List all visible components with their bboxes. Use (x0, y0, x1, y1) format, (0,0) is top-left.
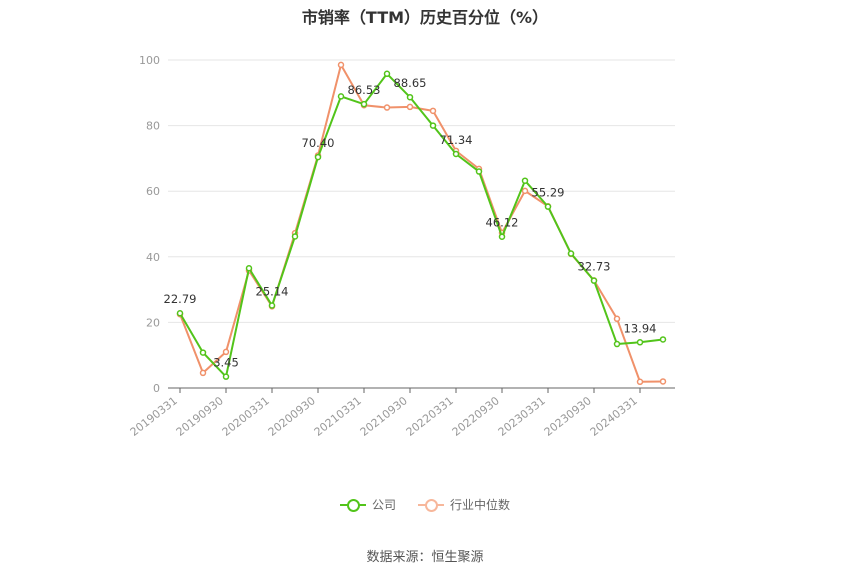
data-label: 70.40 (302, 136, 335, 150)
data-point-company (429, 122, 437, 129)
data-label: 32.73 (578, 260, 611, 274)
data-point-industry-median (636, 378, 644, 386)
data-label: 46.12 (486, 216, 519, 230)
x-tick-label: 20210930 (358, 394, 410, 439)
x-tick-label: 20230930 (542, 394, 594, 439)
x-tick-label: 20220930 (450, 394, 502, 439)
data-label: 3.45 (213, 356, 239, 370)
data-label: 86.53 (348, 83, 381, 97)
data-point-company (406, 93, 414, 101)
y-tick-label: 20 (146, 316, 160, 329)
legend-label-company: 公司 (371, 498, 396, 512)
data-point-company (176, 309, 184, 317)
data-point-company (613, 340, 621, 348)
data-point-company (636, 339, 644, 346)
data-label: 22.79 (164, 292, 197, 306)
legend-label-industry-median: 行业中位数 (450, 498, 511, 512)
x-tick-label: 20190930 (174, 394, 226, 439)
series-line-company (179, 72, 664, 378)
y-tick-label: 100 (139, 54, 160, 67)
data-point-industry-median (222, 348, 230, 356)
x-tick-label: 20230331 (496, 394, 548, 439)
x-tick-label: 20200331 (220, 394, 272, 439)
data-point-company (383, 70, 391, 78)
data-point-industry-median (383, 104, 391, 111)
data-point-industry-median (659, 378, 667, 385)
x-tick-label: 20240331 (588, 394, 640, 439)
data-point-company (222, 373, 230, 380)
data-point-company (590, 277, 598, 284)
data-point-company (199, 349, 207, 356)
source-note: 数据来源：恒生聚源 (366, 550, 484, 565)
data-point-company (475, 168, 483, 175)
y-tick-label: 80 (146, 120, 160, 133)
data-point-company (245, 265, 253, 272)
data-labels: 22.79 3.45 25.14 70.40 86.53 88.65 71.34 46.12 5… (164, 76, 657, 369)
data-point-company (544, 203, 552, 210)
data-point-industry-median (429, 107, 437, 115)
data-label: 88.65 (394, 76, 427, 90)
x-tick-label: 20190331 (128, 394, 180, 439)
data-point-company (268, 302, 276, 309)
y-tick-label: 60 (146, 185, 160, 198)
data-point-industry-median (521, 187, 529, 195)
series-lines (176, 61, 667, 386)
data-point-company (291, 233, 299, 240)
data-point-industry-median (337, 61, 345, 69)
data-label: 25.14 (256, 285, 289, 299)
data-point-company (360, 100, 368, 108)
x-tick-label: 20220331 (404, 394, 456, 439)
data-point-company (452, 150, 460, 158)
legend-line-icon (418, 498, 444, 512)
data-label: 55.29 (532, 186, 565, 200)
grid-lines (168, 59, 675, 323)
data-point-company (498, 233, 506, 240)
data-point-industry-median (613, 315, 621, 323)
data-point-industry-median (406, 103, 414, 111)
data-point-company (337, 93, 345, 100)
data-label: 71.34 (440, 133, 473, 147)
data-point-company (521, 177, 529, 184)
data-point-company (659, 336, 667, 343)
data-point-company (314, 153, 322, 161)
chart-title: 市销率（TTM）历史百分位（%） (301, 8, 549, 27)
x-tick-label: 20210331 (312, 394, 364, 439)
legend-item-company[interactable]: 公司 (339, 496, 396, 513)
legend-item-industry-median[interactable]: 行业中位数 (418, 496, 510, 513)
x-tick-label: 20200930 (266, 394, 318, 439)
data-label: 13.94 (624, 321, 657, 335)
data-point-company (567, 250, 575, 257)
y-tick-label: 0 (153, 382, 160, 395)
legend: 公司 行业中位数 (0, 496, 850, 513)
y-tick-label: 40 (146, 251, 160, 264)
axes: 0 20 40 60 80 100 2019033120190930202003312020… (128, 54, 675, 439)
legend-line-icon (339, 498, 366, 512)
data-point-industry-median (199, 369, 207, 377)
